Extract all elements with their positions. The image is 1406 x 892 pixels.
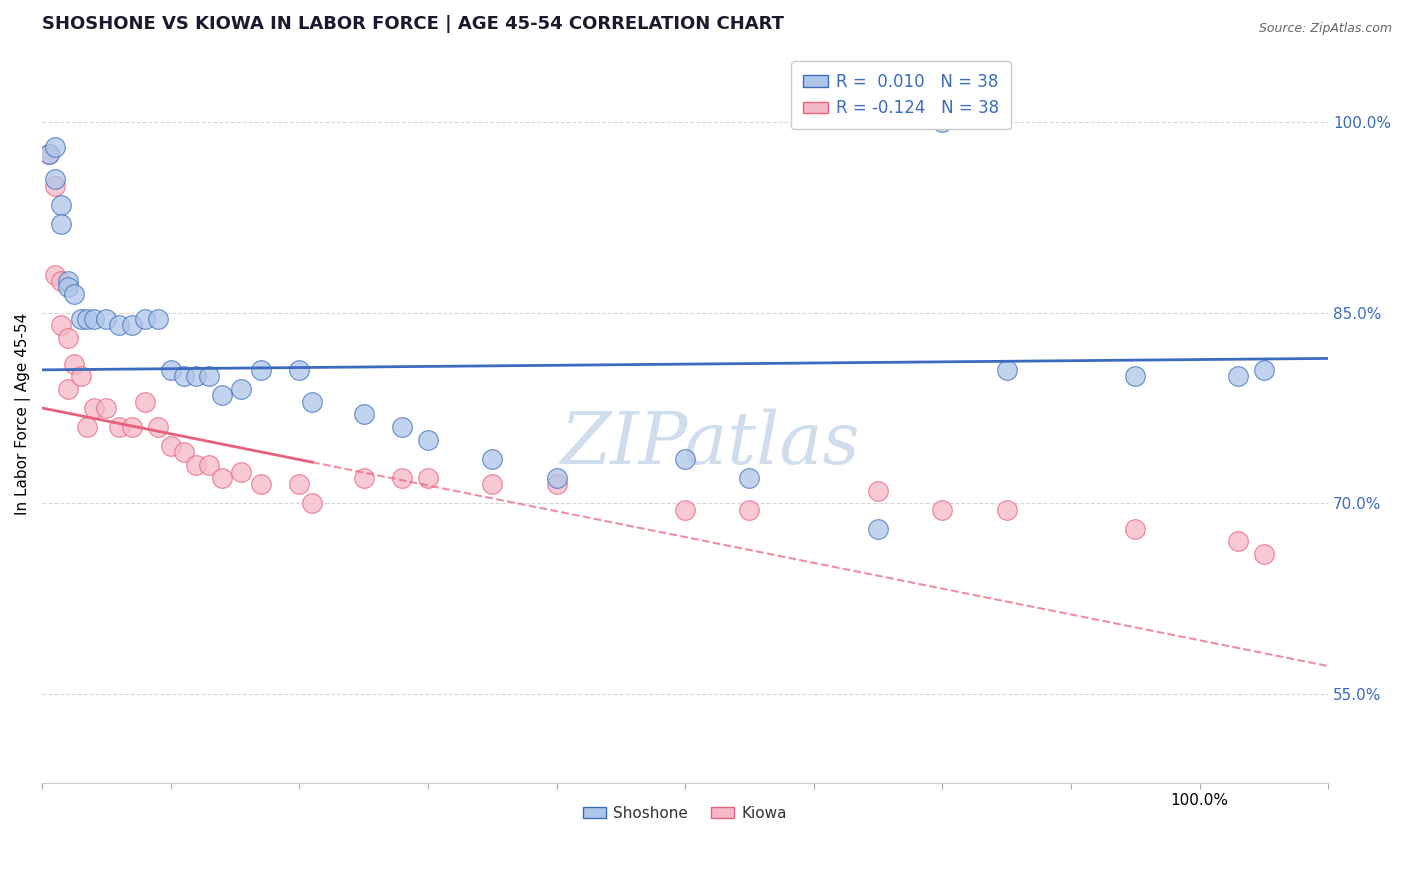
Point — [673, 502, 696, 516]
Point — [995, 363, 1018, 377]
Point — [738, 502, 761, 516]
Point — [866, 522, 889, 536]
Legend: Shoshone, Kiowa: Shoshone, Kiowa — [576, 800, 793, 827]
Point — [134, 394, 156, 409]
Point — [391, 471, 413, 485]
Point — [1253, 547, 1275, 561]
Point — [249, 477, 271, 491]
Point — [1123, 522, 1146, 536]
Point — [546, 471, 568, 485]
Point — [673, 451, 696, 466]
Point — [416, 433, 439, 447]
Text: SHOSHONE VS KIOWA IN LABOR FORCE | AGE 45-54 CORRELATION CHART: SHOSHONE VS KIOWA IN LABOR FORCE | AGE 4… — [42, 15, 785, 33]
Point — [211, 388, 233, 402]
Point — [1227, 534, 1250, 549]
Point — [121, 318, 143, 333]
Point — [738, 471, 761, 485]
Point — [301, 394, 323, 409]
Point — [63, 286, 86, 301]
Point — [44, 178, 66, 193]
Point — [44, 140, 66, 154]
Point — [391, 420, 413, 434]
Point — [173, 369, 195, 384]
Point — [416, 471, 439, 485]
Point — [134, 312, 156, 326]
Point — [186, 458, 208, 473]
Point — [481, 477, 503, 491]
Point — [96, 312, 118, 326]
Point — [56, 331, 79, 345]
Text: Source: ZipAtlas.com: Source: ZipAtlas.com — [1258, 22, 1392, 36]
Point — [51, 318, 73, 333]
Point — [186, 369, 208, 384]
Point — [173, 445, 195, 459]
Point — [353, 471, 375, 485]
Point — [198, 369, 221, 384]
Point — [288, 477, 311, 491]
Point — [931, 502, 953, 516]
Point — [108, 318, 131, 333]
Point — [1123, 369, 1146, 384]
Point — [83, 312, 105, 326]
Point — [83, 401, 105, 415]
Point — [159, 363, 181, 377]
Point — [249, 363, 271, 377]
Point — [146, 420, 169, 434]
Point — [44, 172, 66, 186]
Point — [995, 502, 1018, 516]
Point — [481, 451, 503, 466]
Point — [56, 382, 79, 396]
Point — [159, 439, 181, 453]
Y-axis label: In Labor Force | Age 45-54: In Labor Force | Age 45-54 — [15, 313, 31, 516]
Point — [231, 465, 253, 479]
Point — [63, 357, 86, 371]
Point — [121, 420, 143, 434]
Point — [38, 146, 60, 161]
Point — [546, 477, 568, 491]
Point — [1253, 363, 1275, 377]
Point — [211, 471, 233, 485]
Point — [198, 458, 221, 473]
Point — [96, 401, 118, 415]
Point — [931, 115, 953, 129]
Point — [353, 408, 375, 422]
Point — [51, 217, 73, 231]
Point — [51, 197, 73, 211]
Text: ZIPatlas: ZIPatlas — [561, 409, 860, 479]
Point — [38, 146, 60, 161]
Point — [69, 369, 91, 384]
Point — [44, 268, 66, 282]
Point — [69, 312, 91, 326]
Point — [56, 274, 79, 288]
Point — [76, 312, 98, 326]
Point — [1227, 369, 1250, 384]
Point — [146, 312, 169, 326]
Point — [108, 420, 131, 434]
Point — [866, 483, 889, 498]
Point — [56, 280, 79, 294]
Point — [301, 496, 323, 510]
Point — [76, 420, 98, 434]
Point — [231, 382, 253, 396]
Point — [51, 274, 73, 288]
Point — [288, 363, 311, 377]
